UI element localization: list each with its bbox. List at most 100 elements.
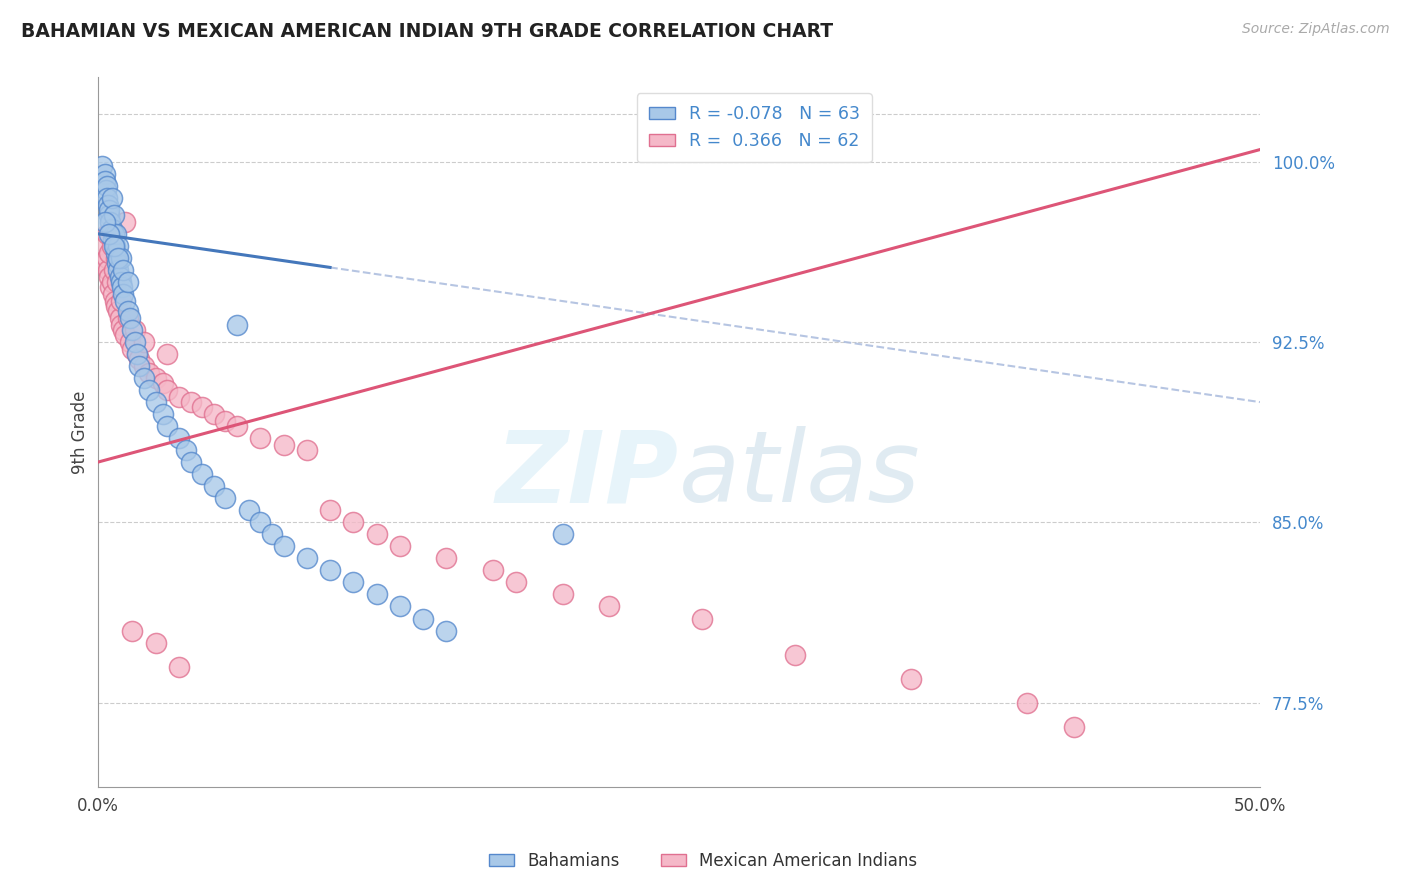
Point: [112, 323, 135, 337]
Point: [96, 191, 118, 205]
Point: [505, 575, 527, 590]
Point: [108, 270, 131, 285]
Point: [91, 160, 114, 174]
Point: [111, 279, 134, 293]
Point: [138, 366, 160, 380]
Point: [100, 239, 122, 253]
Point: [121, 342, 143, 356]
Point: [202, 407, 225, 421]
Point: [174, 443, 197, 458]
Point: [107, 262, 129, 277]
Point: [783, 648, 806, 662]
Point: [114, 294, 136, 309]
Point: [434, 624, 457, 638]
Point: [117, 310, 139, 325]
Point: [156, 383, 179, 397]
Point: [114, 215, 136, 229]
Point: [110, 294, 132, 309]
Point: [97, 198, 120, 212]
Point: [128, 359, 150, 373]
Point: [93, 215, 115, 229]
Point: [690, 611, 713, 625]
Point: [110, 251, 132, 265]
Point: [120, 310, 142, 325]
Point: [214, 491, 236, 506]
Point: [167, 431, 190, 445]
Point: [551, 527, 574, 541]
Point: [105, 299, 128, 313]
Point: [98, 227, 121, 241]
Legend: Bahamians, Mexican American Indians: Bahamians, Mexican American Indians: [482, 846, 924, 877]
Point: [152, 376, 174, 390]
Point: [97, 262, 120, 277]
Point: [105, 251, 128, 265]
Point: [114, 327, 136, 342]
Point: [96, 227, 118, 241]
Point: [103, 227, 125, 241]
Point: [366, 527, 388, 541]
Point: [100, 222, 122, 236]
Point: [100, 275, 122, 289]
Text: BAHAMIAN VS MEXICAN AMERICAN INDIAN 9TH GRADE CORRELATION CHART: BAHAMIAN VS MEXICAN AMERICAN INDIAN 9TH …: [21, 22, 834, 41]
Point: [238, 503, 260, 517]
Point: [260, 527, 283, 541]
Point: [98, 246, 121, 260]
Point: [93, 174, 115, 188]
Point: [551, 587, 574, 601]
Point: [132, 359, 155, 373]
Point: [96, 251, 118, 265]
Point: [180, 395, 202, 409]
Point: [180, 455, 202, 469]
Point: [121, 323, 143, 337]
Point: [117, 303, 139, 318]
Point: [191, 467, 214, 482]
Point: [104, 239, 127, 253]
Point: [93, 167, 115, 181]
Point: [105, 275, 128, 289]
Point: [121, 624, 143, 638]
Point: [107, 251, 129, 265]
Point: [167, 659, 190, 673]
Point: [93, 239, 115, 253]
Point: [145, 635, 167, 649]
Point: [1063, 720, 1085, 734]
Point: [214, 414, 236, 428]
Point: [103, 239, 125, 253]
Point: [366, 587, 388, 601]
Point: [319, 563, 342, 577]
Point: [112, 262, 135, 277]
Point: [98, 207, 121, 221]
Point: [124, 323, 146, 337]
Point: [94, 184, 117, 198]
Point: [103, 207, 125, 221]
Point: [132, 334, 155, 349]
Point: [132, 371, 155, 385]
Point: [226, 419, 249, 434]
Point: [103, 262, 125, 277]
Point: [105, 255, 128, 269]
Point: [98, 202, 121, 217]
Point: [120, 334, 142, 349]
Y-axis label: 9th Grade: 9th Grade: [72, 391, 89, 474]
Point: [249, 516, 271, 530]
Point: [124, 334, 146, 349]
Point: [249, 431, 271, 445]
Point: [128, 351, 150, 366]
Point: [127, 347, 149, 361]
Point: [1017, 696, 1039, 710]
Point: [94, 255, 117, 269]
Point: [101, 286, 124, 301]
Point: [145, 395, 167, 409]
Point: [481, 563, 503, 577]
Point: [167, 390, 190, 404]
Point: [98, 270, 121, 285]
Point: [156, 347, 179, 361]
Point: [105, 246, 128, 260]
Point: [98, 215, 121, 229]
Point: [110, 318, 132, 332]
Point: [100, 191, 122, 205]
Point: [108, 310, 131, 325]
Point: [412, 611, 434, 625]
Point: [295, 443, 318, 458]
Point: [112, 286, 135, 301]
